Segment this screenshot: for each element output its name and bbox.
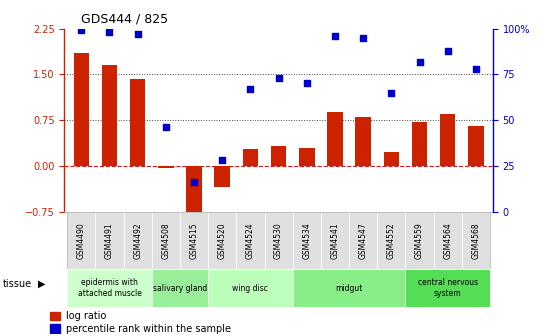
Text: wing disc: wing disc	[232, 284, 268, 293]
Bar	[130, 79, 146, 166]
Text: GSM4547: GSM4547	[358, 222, 368, 259]
Bar	[405, 269, 490, 307]
Text: GSM4491: GSM4491	[105, 222, 114, 259]
Text: GDS444 / 825: GDS444 / 825	[81, 12, 169, 25]
Text: GSM4534: GSM4534	[302, 222, 311, 259]
Bar	[377, 212, 405, 269]
Text: epidermis with
attached muscle: epidermis with attached muscle	[77, 279, 142, 298]
Bar	[102, 65, 117, 166]
Text: central nervous
system: central nervous system	[418, 279, 478, 298]
Point	[77, 28, 86, 33]
Bar	[384, 153, 399, 166]
Bar	[214, 166, 230, 187]
Point	[387, 90, 396, 95]
Text: GSM4568: GSM4568	[472, 222, 480, 259]
Bar	[208, 212, 236, 269]
Text: GSM4564: GSM4564	[443, 222, 452, 259]
Bar	[264, 212, 293, 269]
Point	[472, 66, 480, 72]
Bar	[299, 148, 315, 166]
Bar	[271, 146, 286, 166]
Text: GSM4541: GSM4541	[330, 222, 339, 259]
Bar	[67, 269, 152, 307]
Bar	[327, 112, 343, 166]
Bar	[73, 53, 89, 166]
Bar	[186, 166, 202, 224]
Point	[415, 59, 424, 64]
Point	[330, 33, 339, 39]
Text: GSM4490: GSM4490	[77, 222, 86, 259]
Text: GSM4524: GSM4524	[246, 222, 255, 259]
Bar	[152, 212, 180, 269]
Bar	[468, 126, 484, 166]
Bar	[67, 212, 95, 269]
Point	[246, 86, 255, 92]
Point	[105, 30, 114, 35]
Text: tissue: tissue	[3, 279, 32, 289]
Bar	[152, 269, 208, 307]
Bar	[208, 269, 293, 307]
Point	[443, 48, 452, 53]
Point	[190, 180, 199, 185]
Bar	[49, 324, 60, 333]
Bar	[158, 166, 174, 168]
Bar	[433, 212, 462, 269]
Text: midgut: midgut	[335, 284, 363, 293]
Point	[161, 125, 170, 130]
Text: GSM4508: GSM4508	[161, 222, 170, 259]
Point	[358, 35, 367, 40]
Text: GSM4492: GSM4492	[133, 222, 142, 259]
Point	[302, 81, 311, 86]
Text: GSM4559: GSM4559	[415, 222, 424, 259]
Bar	[440, 114, 455, 166]
Text: ▶: ▶	[38, 279, 45, 289]
Bar	[462, 212, 490, 269]
Text: percentile rank within the sample: percentile rank within the sample	[66, 324, 231, 334]
Bar	[236, 212, 264, 269]
Text: log ratio: log ratio	[66, 311, 106, 321]
Bar	[321, 212, 349, 269]
Bar	[293, 212, 321, 269]
Bar	[356, 117, 371, 166]
Bar	[405, 212, 433, 269]
Bar	[412, 122, 427, 166]
Text: GSM4552: GSM4552	[387, 222, 396, 259]
Bar	[124, 212, 152, 269]
Point	[218, 158, 227, 163]
Point	[133, 31, 142, 37]
Bar	[95, 212, 124, 269]
Bar	[180, 212, 208, 269]
Point	[274, 75, 283, 81]
Text: GSM4515: GSM4515	[189, 222, 199, 259]
Bar	[293, 269, 405, 307]
Text: salivary gland: salivary gland	[153, 284, 207, 293]
Bar	[49, 312, 60, 321]
Text: GSM4530: GSM4530	[274, 222, 283, 259]
Bar	[349, 212, 377, 269]
Text: GSM4520: GSM4520	[218, 222, 227, 259]
Bar	[242, 149, 258, 166]
